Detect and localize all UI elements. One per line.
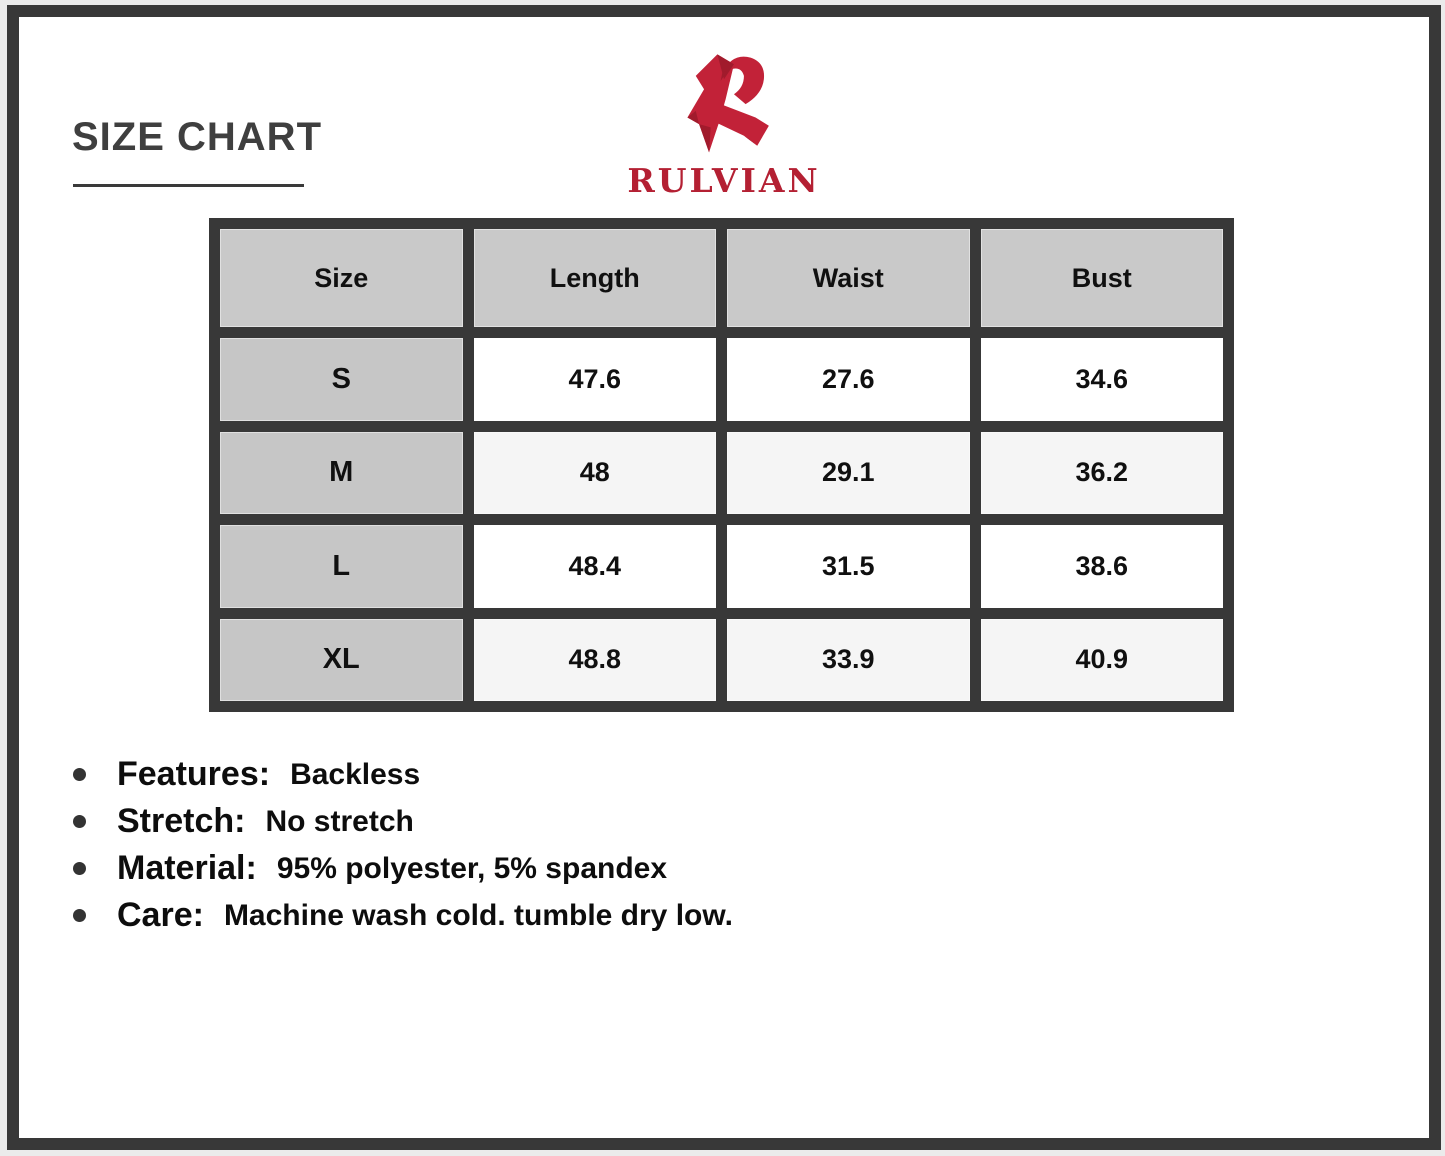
column-header-size: Size [220,229,463,327]
detail-label: Care: [117,896,204,934]
size-cell: XL [220,618,463,701]
detail-value: No stretch [265,804,414,838]
table-row-xl: XL 48.8 33.9 40.9 [220,618,1223,701]
length-cell: 48 [473,431,716,514]
detail-value: 95% polyester, 5% spandex [276,851,668,885]
detail-value: Backless [290,757,421,791]
size-cell: S [220,338,463,421]
brand-logo: RULVIAN [584,51,864,200]
size-table-header-row: Size Length Waist Bust [220,229,1223,327]
title-underline [73,184,304,187]
length-cell: 48.8 [473,618,716,701]
column-header-waist: Waist [727,229,970,327]
detail-value: Machine wash cold. tumble dry low. [223,898,733,932]
waist-cell: 27.6 [727,338,970,421]
product-details-list: Features: Backless Stretch: No stretch M… [73,751,733,939]
bullet-icon [73,767,86,781]
detail-care: Care: Machine wash cold. tumble dry low. [73,892,733,939]
waist-cell: 31.5 [727,525,970,608]
bullet-icon [73,814,86,828]
column-header-bust: Bust [980,229,1223,327]
table-row-l: L 48.4 31.5 38.6 [220,525,1223,608]
brand-r-icon [687,54,769,153]
page-frame: SIZE CHART RULVIAN Size Length Waist Bus… [7,5,1441,1150]
column-header-length: Length [473,229,716,327]
length-cell: 48.4 [473,525,716,608]
detail-stretch: Stretch: No stretch [73,798,733,845]
size-cell: M [220,431,463,514]
page-title: SIZE CHART [72,115,322,159]
size-table: Size Length Waist Bust S 47.6 27.6 34.6 … [209,218,1234,712]
waist-cell: 33.9 [727,618,970,701]
bust-cell: 34.6 [980,338,1223,421]
detail-material: Material: 95% polyester, 5% spandex [73,845,733,892]
bullet-icon [73,908,86,922]
detail-features: Features: Backless [73,751,733,798]
waist-cell: 29.1 [727,431,970,514]
table-row-s: S 47.6 27.6 34.6 [220,338,1223,421]
brand-name: RULVIAN [627,161,821,200]
bullet-icon [73,861,86,875]
bust-cell: 36.2 [980,431,1223,514]
detail-label: Material: [117,849,257,887]
bust-cell: 40.9 [980,618,1223,701]
detail-label: Stretch: [117,802,246,840]
size-cell: L [220,525,463,608]
length-cell: 47.6 [473,338,716,421]
detail-label: Features: [117,755,271,793]
table-row-m: M 48 29.1 36.2 [220,431,1223,514]
bust-cell: 38.6 [980,525,1223,608]
